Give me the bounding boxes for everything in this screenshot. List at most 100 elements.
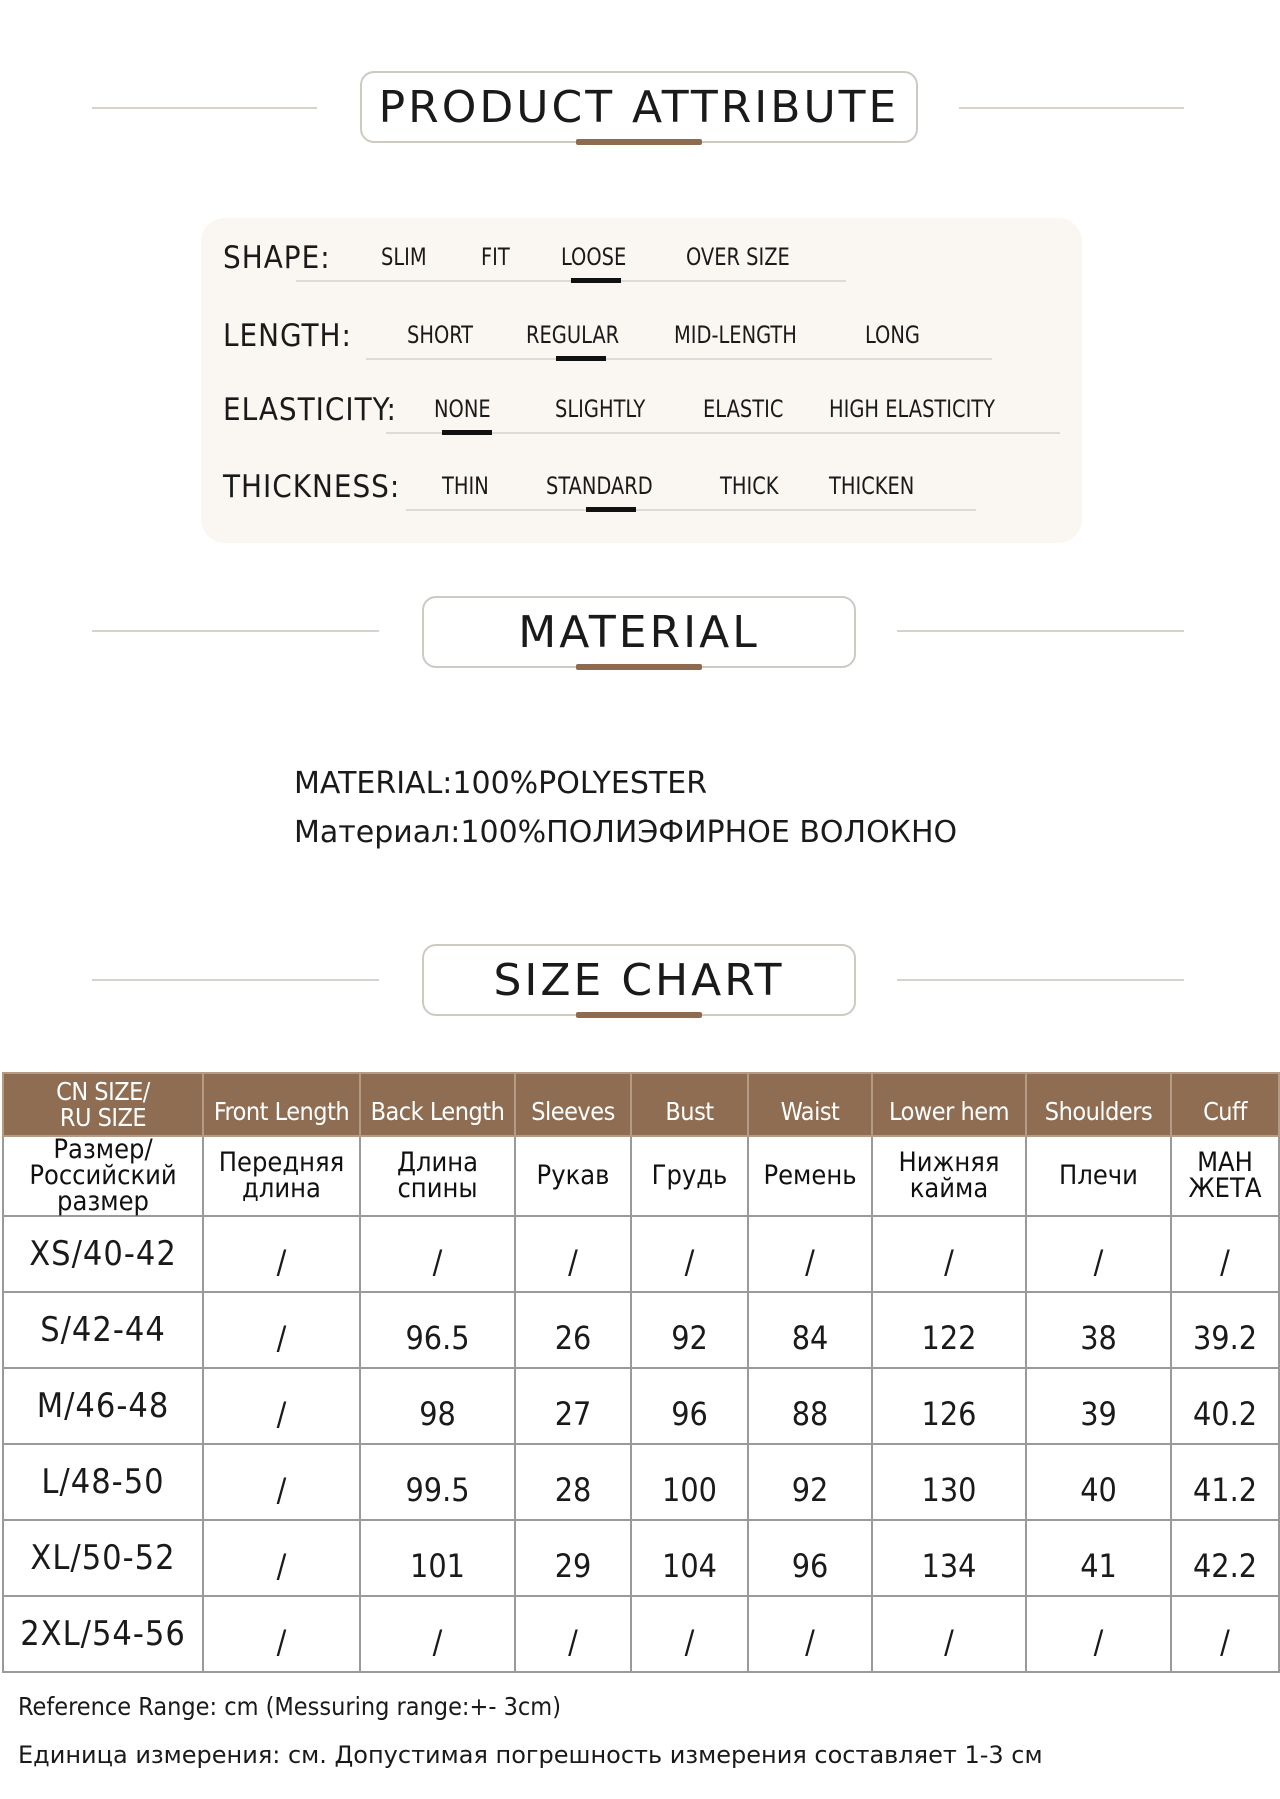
column-header: Back Length [359, 1072, 516, 1137]
measurement-cell: / [747, 1595, 873, 1673]
selected-indicator [442, 430, 492, 435]
measurement-cell: 40 [1025, 1443, 1172, 1521]
attribute-option: SLIM [381, 243, 427, 271]
column-header: CN SIZE/ RU SIZE [2, 1072, 204, 1137]
attribute-option: MID-LENGTH [674, 321, 797, 349]
column-header: Cuff [1170, 1072, 1280, 1137]
measurement-cell: 98 [359, 1367, 516, 1445]
measurement-cell: 39.2 [1170, 1291, 1280, 1369]
footer-note-en: Reference Range: cm (Messuring range:+- … [18, 1692, 561, 1721]
attribute-panel: SHAPE: SLIM FIT LOOSE OVER SIZE LENGTH: SHORT R… [201, 218, 1082, 543]
measurement-cell: / [359, 1215, 516, 1293]
measurement-cell: / [202, 1367, 361, 1445]
attribute-option: THICKEN [829, 472, 915, 500]
column-header-ru: Грудь [630, 1135, 749, 1217]
size-cell: 2XL/54-56 [2, 1595, 204, 1673]
material-ru: Материал:100%ПОЛИЭФИРНОЕ ВОЛОКНО [294, 815, 957, 850]
measurement-cell: 28 [514, 1443, 632, 1521]
measurement-cell: / [871, 1215, 1027, 1293]
measurement-cell: 88 [747, 1367, 873, 1445]
section-title-attribute: PRODUCT ATTRIBUTE [360, 71, 918, 143]
selected-indicator [571, 278, 621, 283]
size-cell: S/42-44 [2, 1291, 204, 1369]
measurement-cell: 41.2 [1170, 1443, 1280, 1521]
measurement-cell: 29 [514, 1519, 632, 1597]
measurement-cell: / [202, 1215, 361, 1293]
size-cell: M/46-48 [2, 1367, 204, 1445]
divider-line [92, 107, 317, 109]
attribute-option: LOOSE [561, 243, 627, 271]
measurement-cell: 38 [1025, 1291, 1172, 1369]
column-header: Waist [747, 1072, 873, 1137]
measurement-cell: / [514, 1215, 632, 1293]
column-header-ru: Длина спины [359, 1135, 516, 1217]
table-row: L/48-50/99.5 28 100 92 130 40 41.2 [2, 1443, 1280, 1521]
attribute-label: SHAPE: [223, 240, 331, 276]
measurement-cell: / [202, 1595, 361, 1673]
column-header-ru: Рукав [514, 1135, 632, 1217]
measurement-cell: 96 [747, 1519, 873, 1597]
title-accent-bar [576, 664, 702, 670]
measurement-cell: 27 [514, 1367, 632, 1445]
column-header-ru: Нижняя кайма [871, 1135, 1027, 1217]
attribute-option: FIT [481, 243, 510, 271]
attribute-label: THICKNESS: [223, 469, 401, 505]
table-row: S/42-44/96.5 26 92 84 122 38 39.2 [2, 1291, 1280, 1369]
material-ru-label: Материал: [294, 815, 461, 850]
material-ru-value: 100%ПОЛИЭФИРНОЕ ВОЛОКНО [460, 815, 958, 850]
measurement-cell: / [630, 1215, 749, 1293]
attribute-underline [386, 432, 1060, 434]
attribute-label: LENGTH: [223, 318, 352, 354]
measurement-cell: 40.2 [1170, 1367, 1280, 1445]
section-title-size-chart: SIZE CHART [422, 944, 856, 1016]
table-row: XS/40-42// / / / / / / [2, 1215, 1280, 1293]
divider-line [959, 107, 1184, 109]
measurement-cell: 41 [1025, 1519, 1172, 1597]
divider-line [92, 979, 379, 981]
attribute-option: REGULAR [526, 321, 620, 349]
column-header-ru: Передняя длина [202, 1135, 361, 1217]
measurement-cell: 101 [359, 1519, 516, 1597]
measurement-cell: 96 [630, 1367, 749, 1445]
measurement-cell: 104 [630, 1519, 749, 1597]
measurement-cell: / [1170, 1215, 1280, 1293]
size-cell: XS/40-42 [2, 1215, 204, 1293]
size-cell: XL/50-52 [2, 1519, 204, 1597]
attribute-underline [366, 358, 992, 360]
column-header: Bust [630, 1072, 749, 1137]
measurement-cell: / [871, 1595, 1027, 1673]
attribute-option: NONE [434, 395, 491, 423]
measurement-cell: 92 [630, 1291, 749, 1369]
measurement-cell: / [1170, 1595, 1280, 1673]
measurement-cell: / [630, 1595, 749, 1673]
attribute-option: ELASTIC [703, 395, 784, 423]
table-row: XL/50-52/101 29 104 96 134 41 42.2 [2, 1519, 1280, 1597]
attribute-option: SHORT [407, 321, 474, 349]
attribute-option: HIGH ELASTICITY [829, 395, 996, 423]
material-en: MATERIAL:100%POLYESTER [294, 766, 707, 801]
measurement-cell: 42.2 [1170, 1519, 1280, 1597]
divider-line [897, 979, 1184, 981]
divider-line [897, 630, 1184, 632]
table-row: M/46-48/98 27 96 88 126 39 40.2 [2, 1367, 1280, 1445]
attribute-underline [406, 509, 976, 511]
section-title-material: MATERIAL [422, 596, 856, 668]
measurement-cell: / [747, 1215, 873, 1293]
measurement-cell: 100 [630, 1443, 749, 1521]
material-en-value: 100%POLYESTER [452, 766, 708, 801]
column-header-ru: Ремень [747, 1135, 873, 1217]
title-accent-bar [576, 1012, 702, 1018]
column-header: Lower hem [871, 1072, 1027, 1137]
attribute-option: LONG [865, 321, 920, 349]
material-en-label: MATERIAL: [294, 766, 453, 801]
measurement-cell: 134 [871, 1519, 1027, 1597]
title-accent-bar [576, 139, 702, 145]
measurement-cell: 130 [871, 1443, 1027, 1521]
measurement-cell: 126 [871, 1367, 1027, 1445]
measurement-cell: 84 [747, 1291, 873, 1369]
measurement-cell: / [202, 1519, 361, 1597]
measurement-cell: / [202, 1443, 361, 1521]
divider-line [92, 630, 379, 632]
measurement-cell: / [359, 1595, 516, 1673]
attribute-option: STANDARD [546, 472, 653, 500]
